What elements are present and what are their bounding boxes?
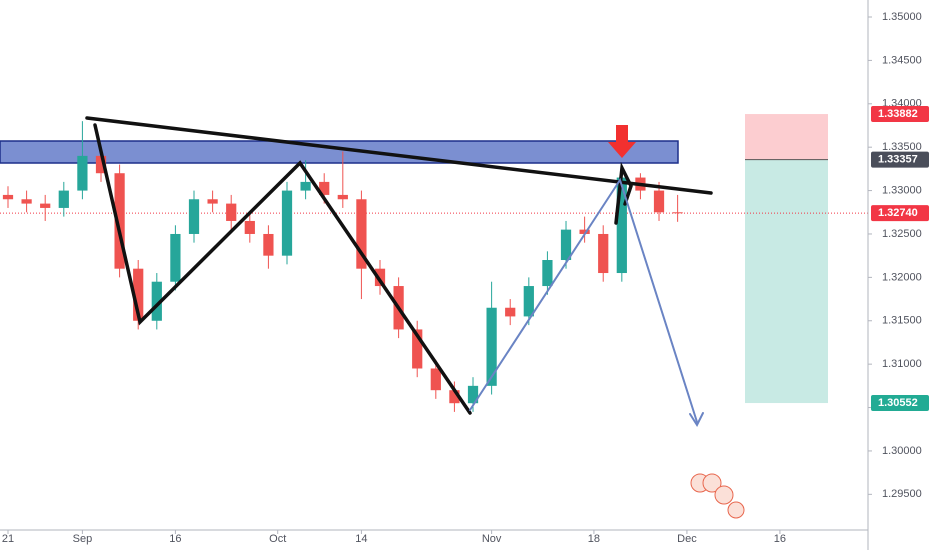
candle-body (486, 307, 497, 386)
candle-body (133, 268, 144, 321)
zigzag-line (93, 123, 472, 415)
red-arrow (608, 125, 636, 158)
y-tick-label: 1.32000 (882, 271, 922, 283)
candle-body (653, 190, 665, 213)
arrow-head (689, 412, 704, 428)
candle-body (114, 173, 125, 269)
y-tick-label: 1.32500 (882, 228, 922, 240)
x-tick-label: Nov (482, 533, 502, 545)
candle-body (430, 368, 441, 391)
zigzag-line (614, 161, 633, 225)
candle-body (21, 199, 32, 204)
candle-body (188, 199, 200, 234)
price-label-bg (871, 106, 929, 123)
y-tick-label: 1.33000 (882, 184, 922, 196)
price-label: 1.30552 (878, 397, 918, 409)
event-icons (690, 473, 745, 519)
candle-body (40, 203, 51, 208)
x-tick-label: 14 (355, 533, 367, 545)
price-label: 1.33357 (878, 154, 918, 166)
axes: 1.295001.300001.305001.310001.315001.320… (2, 11, 929, 545)
y-tick-label: 1.33500 (882, 141, 922, 153)
price-label-bg (871, 205, 929, 222)
x-tick-label: 16 (774, 533, 786, 545)
projection-line (469, 177, 698, 423)
y-tick-label: 1.29500 (882, 488, 922, 500)
candle-body (505, 307, 516, 317)
candle-body (244, 220, 255, 234)
y-tick-label: 1.34500 (882, 54, 922, 66)
position-layer (0, 114, 868, 404)
candle-body (263, 233, 274, 256)
price-label-bg (871, 151, 929, 168)
candle-body (151, 281, 162, 321)
y-tick-label: 1.31000 (882, 358, 922, 370)
candle-body (77, 155, 88, 191)
candle-body (374, 268, 386, 287)
candle-body (449, 390, 460, 404)
candle-body (207, 199, 218, 204)
y-tick-label: 1.31500 (882, 315, 922, 327)
x-tick-label: Oct (269, 533, 286, 545)
candle-body (579, 229, 590, 234)
candle-body (300, 181, 311, 191)
candle-body (467, 385, 479, 404)
drawings (85, 116, 713, 428)
candle-body (356, 199, 367, 269)
candle-body (672, 212, 683, 214)
candle-body (337, 194, 348, 200)
candle-body (560, 229, 572, 261)
y-tick-label: 1.30000 (882, 445, 922, 457)
x-tick-label: Sep (73, 533, 93, 545)
candle-body (412, 329, 423, 369)
event-icon (702, 473, 722, 493)
position-zone (745, 159, 828, 404)
candle-body (2, 194, 14, 200)
position-zone (745, 114, 828, 160)
y-tick-label: 1.35000 (882, 11, 922, 23)
x-tick-label: 16 (169, 533, 181, 545)
candle-body (226, 203, 237, 221)
x-tick-label: Dec (677, 533, 697, 545)
zone-rectangle (0, 140, 679, 164)
candle-body (542, 260, 553, 287)
candles (2, 121, 683, 412)
event-icon (727, 501, 745, 519)
candle-body (598, 233, 609, 274)
candle-body (58, 190, 69, 208)
candle-body (616, 177, 627, 274)
price-label: 1.32740 (878, 207, 918, 219)
price-label: 1.33882 (878, 108, 918, 120)
candle-body (523, 286, 534, 317)
trend-line (85, 116, 713, 195)
candle-body (319, 181, 330, 195)
candle-body (170, 233, 181, 282)
price-label-bg (871, 395, 929, 412)
candle-body (95, 155, 107, 174)
x-tick-label: 21 (2, 533, 14, 545)
x-tick-label: 18 (588, 533, 600, 545)
candle-body (281, 190, 293, 256)
event-icon (714, 485, 734, 505)
